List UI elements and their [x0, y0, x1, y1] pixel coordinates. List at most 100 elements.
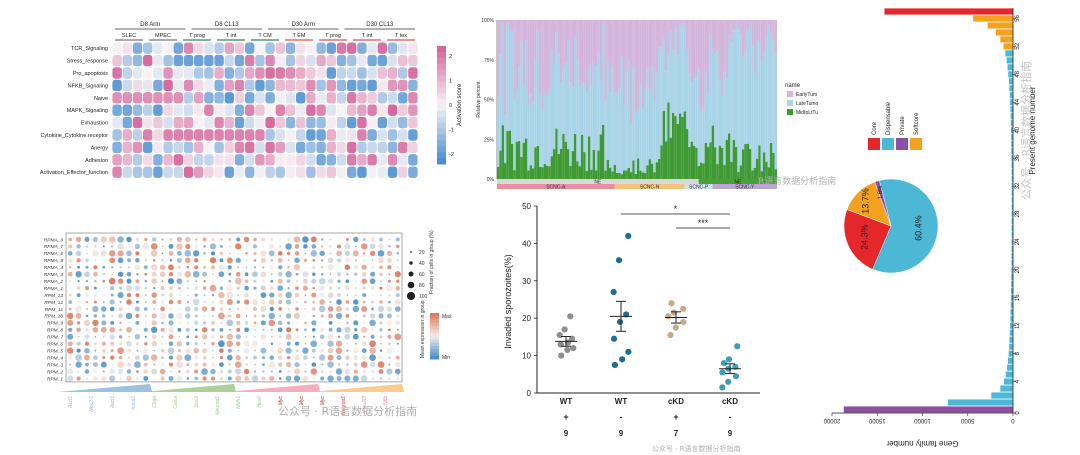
relbar-segment-latetumo	[760, 61, 763, 172]
dotplot-dot	[362, 369, 367, 374]
dotplot-dot	[143, 369, 149, 374]
heatmap-cell	[398, 79, 408, 92]
dotplot-dot	[168, 341, 174, 346]
dotplot-dot	[352, 375, 359, 382]
dotplot-dot	[329, 252, 332, 255]
dotplot-dot	[218, 340, 225, 348]
heatmap-cell	[296, 141, 306, 154]
relbar-segment-latetumo	[765, 37, 768, 162]
heatmap-cell	[347, 92, 357, 104]
heatmap-cell	[387, 104, 398, 116]
relbar-segment-latetumo	[763, 52, 766, 153]
dotplot-dot	[262, 342, 265, 345]
dotplot-dot	[369, 250, 376, 257]
relbar-segment-latetumo	[557, 53, 560, 155]
heatmap-row-label: Cytokine_Cytokine.receptor	[40, 133, 108, 139]
heatmap-cell	[275, 54, 285, 67]
dotplot-dot	[160, 306, 165, 312]
family-bar	[1010, 99, 1013, 106]
heatmap-cell	[285, 116, 296, 129]
relbar-segment-latetumo	[669, 30, 672, 138]
heatmap-cell	[224, 154, 234, 166]
relbar-segment-earlytum	[637, 20, 640, 110]
relbar-segment-midtoltu	[623, 170, 626, 179]
dotplot-dot	[268, 319, 276, 327]
heatmap-cell	[183, 79, 194, 92]
heatmap-cell	[245, 166, 255, 178]
dotplot-dot	[84, 286, 90, 291]
relbar-segment-midtoltu	[588, 136, 591, 179]
relbar-segment-earlytum	[611, 20, 614, 67]
dotplot-dot	[93, 376, 98, 381]
heatmap-cell	[204, 104, 214, 116]
dotplot-dot	[201, 327, 208, 333]
heatmap-cell	[132, 129, 143, 141]
relbar-segment-latetumo	[611, 66, 614, 172]
dotplot-dot	[134, 361, 141, 368]
heatmap-cell	[408, 54, 418, 67]
relbar-segment-midtoltu	[770, 142, 773, 179]
dotplot-dot	[218, 312, 225, 320]
dotplot-dot	[117, 278, 124, 284]
relbar-segment-midtoltu	[595, 170, 598, 179]
heatmap-cell	[275, 141, 285, 154]
dotplot-dot	[294, 251, 300, 256]
heatmap-cell	[234, 129, 245, 141]
dotplot-column-label: Ascl1	[68, 396, 74, 409]
heatmap-cell	[255, 67, 265, 79]
dotplot-dot	[370, 237, 375, 242]
heatmap-cell	[265, 67, 275, 79]
dotplot-dot	[369, 361, 376, 368]
dotplot-column-label: Pou2f3	[362, 396, 368, 412]
dotplot-dot	[354, 328, 358, 332]
watermark-relbar: R语言数据分析指南	[758, 175, 836, 187]
dotplot-dot	[362, 292, 367, 298]
heatmap-cell	[326, 116, 336, 129]
dotplot-dot	[202, 376, 207, 381]
dotplot-dot	[254, 363, 256, 366]
dotplot-dot	[261, 299, 266, 305]
dotplot-dot	[92, 305, 99, 313]
relbar-segment-midtoltu	[681, 116, 684, 179]
heatmap-cell	[357, 79, 367, 92]
relbar-segment-earlytum	[770, 20, 773, 33]
dotplot-dot	[151, 334, 157, 340]
dotplot-dot	[128, 322, 130, 324]
relbar-segment-latetumo	[751, 45, 754, 171]
dotplot-dot	[69, 280, 72, 283]
relbar-segment-midtoltu	[749, 148, 752, 179]
relbar-legend-swatch	[787, 91, 793, 97]
heatmap-cell	[224, 116, 234, 129]
dotplot-dot	[201, 348, 208, 354]
dotplot-dot	[128, 336, 130, 338]
dotplot-dot	[186, 321, 189, 324]
dotplot-dot	[312, 314, 315, 318]
heatmap-cell	[204, 79, 214, 92]
relbar-segment-latetumo	[501, 23, 504, 126]
relbar-segment-latetumo	[567, 39, 570, 150]
relbar-segment-latetumo	[506, 23, 509, 131]
dotplot-dot	[186, 377, 190, 380]
dotplot-row-label: RPM_8	[47, 328, 63, 334]
heatmap-cell	[326, 129, 336, 141]
dotplot-dot	[380, 343, 382, 345]
dotplot-dot	[336, 299, 342, 305]
dotplot-dot	[335, 340, 343, 347]
watermark-dotplot: 公众号 · R语言数据分析指南	[278, 404, 417, 418]
dotplot-dot	[370, 334, 375, 339]
dotplot-dot	[219, 327, 224, 332]
dotplot-dot	[386, 306, 393, 312]
heatmap-cell	[234, 54, 245, 67]
relbar-band-label: NE	[734, 179, 742, 185]
dotplot-dot	[344, 250, 350, 256]
heatmap-cell	[224, 42, 234, 54]
dotplot-dot	[352, 305, 360, 313]
heatmap-cell	[316, 141, 326, 154]
relbar-segment-midtoltu	[625, 170, 628, 179]
heatmap-cell	[143, 166, 153, 178]
dotplot-dot	[194, 335, 198, 339]
heatmap-group-header: D30 CL13	[366, 22, 394, 28]
dotplot-dot	[86, 308, 88, 310]
dotplot-dot	[312, 377, 315, 380]
